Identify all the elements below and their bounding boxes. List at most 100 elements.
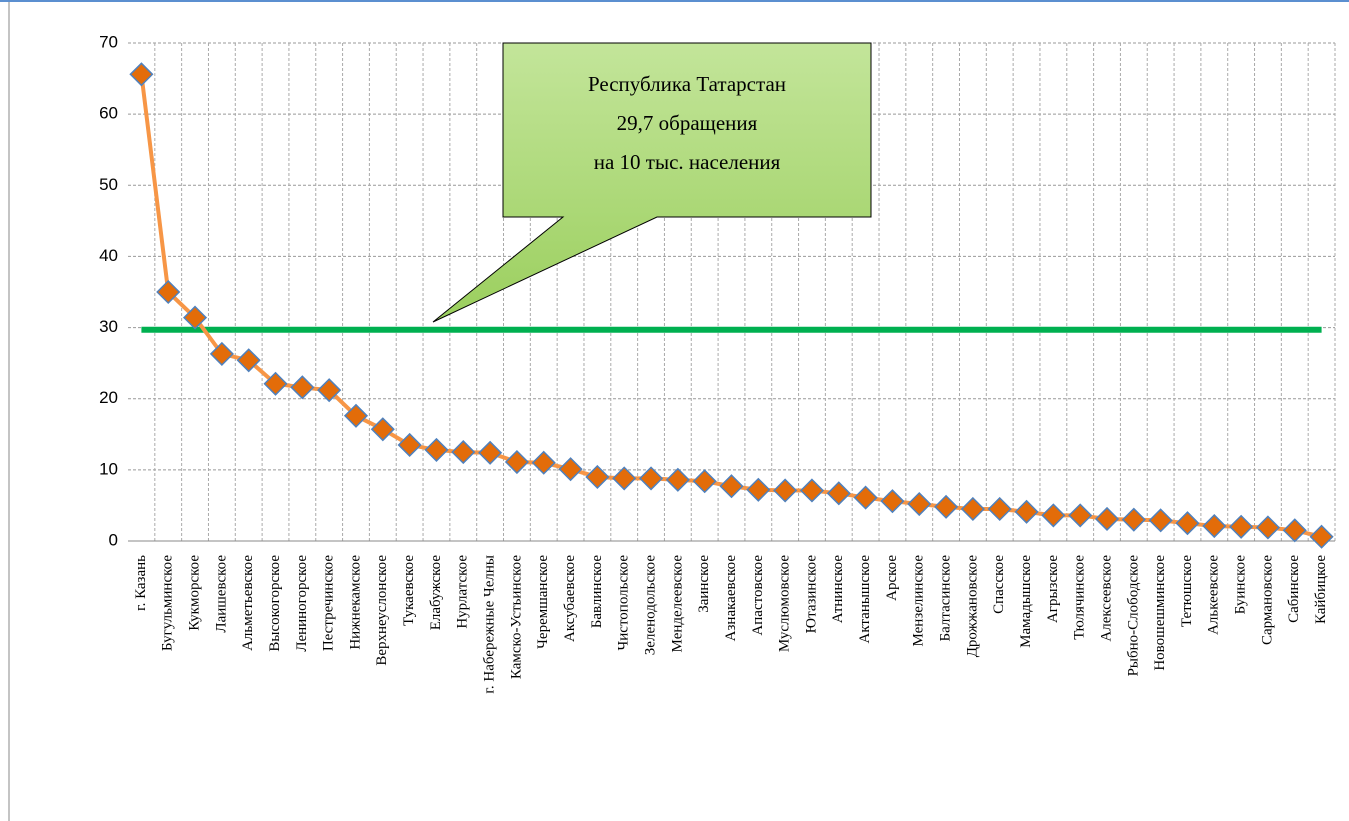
marker — [719, 474, 744, 499]
x-tick-label: Сабинское — [1286, 555, 1302, 623]
marker — [1175, 511, 1200, 536]
x-tick-label: г. Набережные Челны — [482, 555, 498, 694]
x-tick-label: Камско-Устьинское — [508, 555, 524, 679]
marker — [263, 371, 288, 396]
marker — [1282, 518, 1307, 543]
marker — [853, 485, 878, 510]
marker — [1148, 508, 1173, 533]
marker — [1041, 503, 1066, 528]
x-tick-label: Агрызское — [1045, 555, 1061, 623]
x-tick-label: Бавлинское — [589, 555, 605, 629]
marker — [880, 489, 905, 514]
marker — [799, 478, 825, 503]
y-tick-label: 0 — [109, 530, 118, 549]
marker — [1094, 506, 1120, 532]
marker — [907, 491, 932, 517]
x-tick-label: Буинское — [1233, 555, 1249, 615]
x-tick-label: Рыбно-Слободское — [1125, 555, 1141, 677]
x-tick-label: Арское — [884, 555, 900, 601]
marker — [1229, 514, 1254, 539]
callout — [432, 42, 872, 323]
x-tick-label: г. Казань — [133, 555, 149, 611]
x-tick-label: Аксубаевское — [562, 555, 578, 642]
marker — [129, 62, 154, 87]
marker — [478, 440, 503, 465]
x-tick-label: Муслюмовское — [777, 555, 793, 652]
x-tick-label: Новошешминское — [1152, 555, 1168, 671]
marker — [665, 467, 690, 492]
x-tick-label: Кайбицкое — [1313, 555, 1329, 624]
x-tick-label: Тукаевское — [401, 555, 417, 626]
marker — [746, 477, 771, 502]
marker — [209, 341, 234, 366]
x-tick-label: Азнакаевское — [723, 555, 739, 642]
x-tick-label: Спасское — [991, 555, 1007, 614]
x-tick-label: Тетюшское — [1179, 555, 1195, 627]
x-tick-label: Мензелинское — [911, 555, 927, 647]
x-tick-label: Альметьевское — [240, 555, 256, 651]
marker — [1202, 513, 1227, 539]
x-tick-label: Бугульминское — [160, 555, 176, 651]
marker — [1255, 515, 1281, 540]
annotation: на 10 тыс. населения — [594, 150, 781, 174]
x-tick-label: Елабужское — [428, 555, 444, 631]
x-tick-label: Заинское — [696, 555, 712, 613]
marker — [934, 494, 959, 519]
x-tick-label: Мамадышское — [1018, 555, 1034, 648]
marker — [987, 496, 1012, 522]
marker — [1068, 503, 1093, 528]
x-tick-label: Тюлячинское — [1072, 555, 1088, 640]
marker — [638, 466, 664, 491]
marker — [343, 403, 369, 428]
marker — [451, 440, 476, 465]
marker — [585, 464, 610, 490]
x-tick-label: Лаишевское — [213, 555, 229, 633]
annotation: Республика Татарстан — [588, 72, 786, 96]
x-tick-label: Балтасинское — [938, 555, 954, 642]
marker — [826, 481, 851, 506]
marker — [612, 466, 637, 491]
y-tick-label: 20 — [99, 388, 118, 407]
x-tick-label: Кукморское — [186, 555, 202, 631]
marker — [960, 496, 985, 522]
marker — [424, 437, 449, 462]
y-tick-label: 30 — [99, 317, 118, 336]
x-tick-label: Зеленодольское — [642, 555, 658, 656]
x-tick-label: Чистопольское — [616, 555, 632, 651]
marker — [1121, 507, 1146, 532]
x-tick-label: Высокогорское — [267, 555, 283, 652]
x-tick-label: Пестречинское — [321, 555, 337, 652]
marker — [317, 378, 342, 403]
marker — [1014, 499, 1039, 524]
y-tick-label: 70 — [99, 32, 118, 51]
y-tick-label: 40 — [99, 246, 118, 265]
marker — [504, 449, 529, 475]
x-tick-label: Алексеевское — [1098, 555, 1114, 642]
x-tick-label: Дрожжановское — [964, 555, 980, 658]
marker — [531, 450, 556, 475]
annotation: 29,7 обращения — [617, 111, 758, 135]
x-tick-label: Нурлатское — [455, 555, 471, 629]
marker — [558, 457, 583, 482]
x-tick-label: Черемшанское — [535, 555, 551, 649]
marker — [156, 279, 181, 305]
y-tick-label: 50 — [99, 175, 118, 194]
marker — [397, 432, 422, 458]
x-tick-label: Апастовское — [750, 555, 766, 636]
y-tick-label: 60 — [99, 104, 118, 123]
marker — [692, 469, 717, 494]
x-tick-label: Актанышское — [857, 555, 873, 644]
marker — [236, 348, 261, 373]
y-tick-label: 10 — [99, 459, 118, 478]
x-tick-label: Менделеевское — [669, 555, 685, 653]
x-tick-label: Сармановское — [1259, 555, 1275, 645]
x-tick-label: Верхнеуслонское — [374, 555, 390, 666]
x-tick-label: Атнинское — [830, 555, 846, 624]
marker — [1309, 524, 1334, 549]
x-tick-label: Алькеевское — [1206, 555, 1222, 635]
marker — [290, 375, 315, 400]
marker — [773, 478, 798, 503]
marker — [182, 305, 208, 330]
x-tick-label: Лениногорское — [294, 555, 310, 652]
